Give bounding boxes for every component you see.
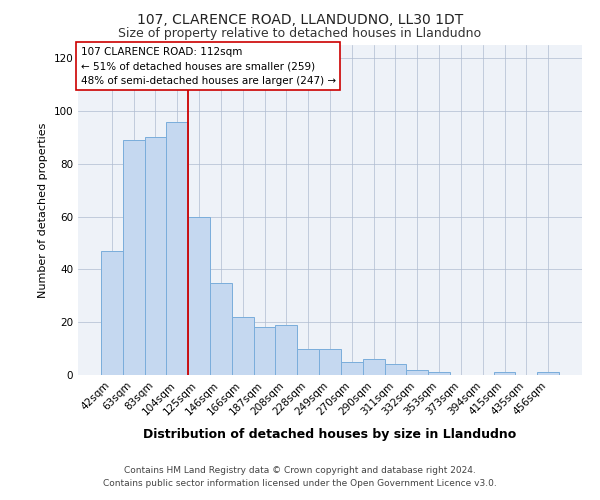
Bar xyxy=(145,138,166,375)
Bar xyxy=(123,140,145,375)
Text: Contains HM Land Registry data © Crown copyright and database right 2024.
Contai: Contains HM Land Registry data © Crown c… xyxy=(103,466,497,487)
Bar xyxy=(297,348,319,375)
Bar xyxy=(166,122,188,375)
Bar xyxy=(232,317,254,375)
Text: 107 CLARENCE ROAD: 112sqm
← 51% of detached houses are smaller (259)
48% of semi: 107 CLARENCE ROAD: 112sqm ← 51% of detac… xyxy=(80,46,335,86)
Bar xyxy=(406,370,428,375)
Y-axis label: Number of detached properties: Number of detached properties xyxy=(38,122,48,298)
Bar xyxy=(188,216,210,375)
Bar xyxy=(101,251,123,375)
Bar xyxy=(319,348,341,375)
X-axis label: Distribution of detached houses by size in Llandudno: Distribution of detached houses by size … xyxy=(143,428,517,441)
Text: 107, CLARENCE ROAD, LLANDUDNO, LL30 1DT: 107, CLARENCE ROAD, LLANDUDNO, LL30 1DT xyxy=(137,12,463,26)
Bar xyxy=(494,372,515,375)
Bar xyxy=(254,328,275,375)
Bar xyxy=(385,364,406,375)
Bar xyxy=(210,282,232,375)
Bar xyxy=(428,372,450,375)
Bar xyxy=(363,359,385,375)
Bar xyxy=(537,372,559,375)
Bar xyxy=(275,325,297,375)
Bar xyxy=(341,362,363,375)
Text: Size of property relative to detached houses in Llandudno: Size of property relative to detached ho… xyxy=(118,28,482,40)
